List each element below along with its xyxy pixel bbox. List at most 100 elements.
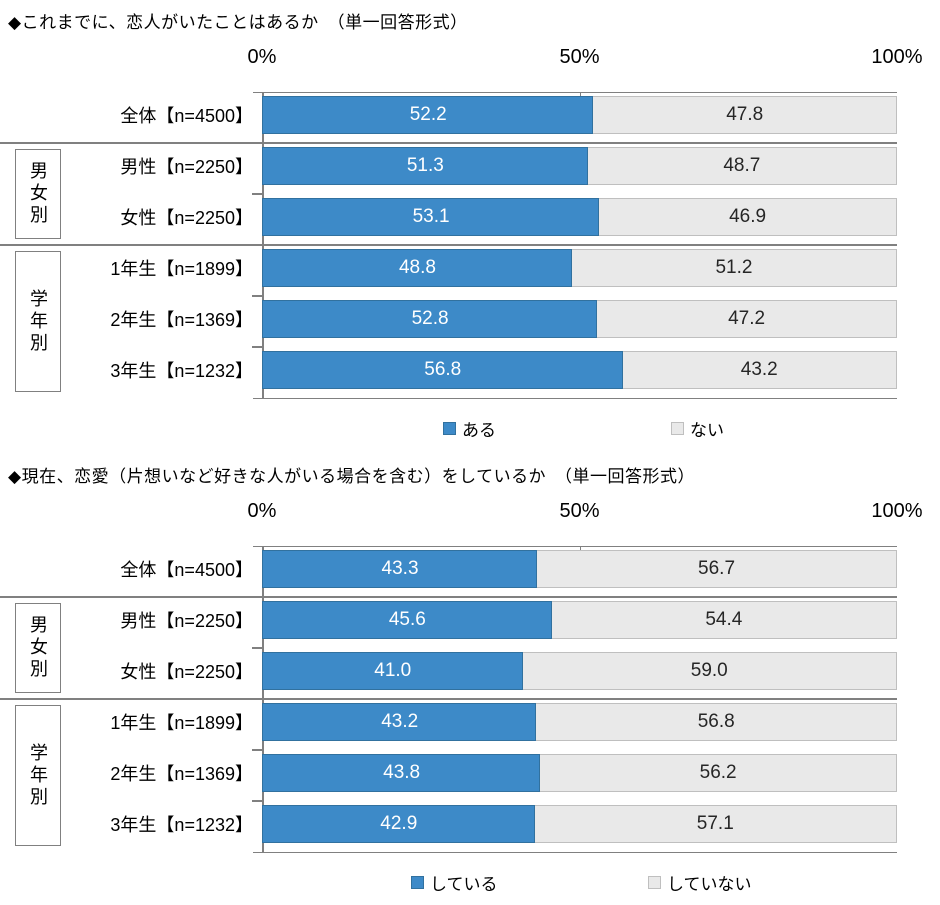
bar-segment-primary bbox=[262, 703, 537, 741]
bar-value-secondary: 56.7 bbox=[698, 558, 736, 579]
bar-value-primary: 43.2 bbox=[381, 711, 419, 732]
row-label: 男性【n=2250】 bbox=[120, 157, 253, 177]
bar-track: 43.8 56.2 bbox=[262, 754, 897, 792]
category-group-label: 男女別 bbox=[28, 615, 48, 681]
bar-segment-primary bbox=[262, 300, 598, 338]
bar-value-secondary: 56.2 bbox=[699, 762, 737, 783]
bar-track: 41.0 59.0 bbox=[262, 652, 897, 690]
bar-track: 45.6 54.4 bbox=[262, 601, 897, 639]
bar-segment-primary bbox=[262, 652, 523, 690]
category-group-box: 学年別 bbox=[15, 705, 61, 846]
x-axis-tick-label: 50% bbox=[559, 500, 600, 522]
bar-track: 42.9 57.1 bbox=[262, 805, 897, 843]
bar-value-secondary: 48.7 bbox=[723, 155, 761, 176]
row-label: 女性【n=2250】 bbox=[120, 662, 253, 682]
x-axis-tick-label: 50% bbox=[559, 46, 600, 68]
row-label: 1年生【n=1899】 bbox=[110, 259, 253, 279]
bar-track: 43.3 56.7 bbox=[262, 550, 897, 588]
bar-value-secondary: 59.0 bbox=[690, 660, 728, 681]
bar-value-primary: 43.3 bbox=[381, 558, 419, 579]
bar-segment-primary bbox=[262, 754, 541, 792]
bar-value-primary: 52.2 bbox=[409, 104, 447, 125]
category-group-box: 男女別 bbox=[15, 603, 61, 693]
category-group-label: 学年別 bbox=[28, 742, 48, 809]
plot-top-border bbox=[253, 546, 897, 547]
legend-label: ある bbox=[462, 421, 496, 440]
row-tick bbox=[252, 749, 262, 751]
row-label: 男性【n=2250】 bbox=[120, 611, 253, 631]
row-tick bbox=[252, 193, 262, 195]
chart-currently-in-love: ◆現在、恋愛（片想いなど好きな人がいる場合を含む）をしているか （単一回答形式）… bbox=[0, 454, 940, 905]
legend-item: ない bbox=[671, 416, 724, 441]
bar-track: 53.1 46.9 bbox=[262, 198, 897, 236]
category-group-box: 男女別 bbox=[15, 149, 61, 239]
legend-label: ない bbox=[690, 421, 724, 440]
row-label: 3年生【n=1232】 bbox=[110, 361, 253, 381]
category-group-label: 男女別 bbox=[28, 161, 48, 227]
x-axis-tick-label: 0% bbox=[247, 46, 277, 68]
bar-track: 52.2 47.8 bbox=[262, 96, 897, 134]
row-label: 2年生【n=1369】 bbox=[110, 764, 253, 784]
row-tick bbox=[252, 647, 262, 649]
row-label: 3年生【n=1232】 bbox=[110, 815, 253, 835]
legend-label: している bbox=[430, 875, 498, 894]
bar-value-primary: 52.8 bbox=[411, 308, 449, 329]
row-label: 2年生【n=1369】 bbox=[110, 310, 253, 330]
row-label: 全体【n=4500】 bbox=[120, 560, 253, 580]
row-label: 1年生【n=1899】 bbox=[110, 713, 253, 733]
legend-swatch bbox=[411, 876, 424, 889]
bar-value-secondary: 57.1 bbox=[696, 813, 734, 834]
legend-swatch bbox=[648, 876, 661, 889]
x-axis-tick-label: 100% bbox=[871, 46, 923, 68]
chart-title: ◆これまでに、恋人がいたことはあるか （単一回答形式） bbox=[8, 13, 468, 32]
row-tick bbox=[252, 346, 262, 348]
legend-swatch bbox=[671, 422, 684, 435]
x-axis-tick-label: 100% bbox=[871, 500, 923, 522]
bar-segment-primary bbox=[262, 96, 594, 134]
bar-value-secondary: 43.2 bbox=[740, 359, 778, 380]
bar-value-primary: 42.9 bbox=[380, 813, 418, 834]
bar-segment-primary bbox=[262, 601, 552, 639]
bar-segment-primary bbox=[262, 249, 572, 287]
bar-track: 52.8 47.2 bbox=[262, 300, 897, 338]
bar-track: 48.8 51.2 bbox=[262, 249, 897, 287]
bar-value-secondary: 51.2 bbox=[715, 257, 753, 278]
bar-value-primary: 45.6 bbox=[388, 609, 426, 630]
bar-value-secondary: 56.8 bbox=[697, 711, 735, 732]
bar-value-primary: 43.8 bbox=[383, 762, 421, 783]
legend-item: ある bbox=[443, 416, 496, 441]
group-separator-line bbox=[0, 596, 897, 598]
bar-value-primary: 48.8 bbox=[398, 257, 436, 278]
plot-bottom-border bbox=[253, 852, 897, 853]
bar-value-primary: 53.1 bbox=[412, 206, 450, 227]
bar-segment-primary bbox=[262, 198, 600, 236]
plot-top-border bbox=[253, 92, 897, 93]
group-separator-line bbox=[0, 244, 897, 246]
legend-swatch bbox=[443, 422, 456, 435]
legend-label: していない bbox=[667, 875, 752, 894]
bar-value-secondary: 47.2 bbox=[728, 308, 766, 329]
group-separator-line bbox=[0, 698, 897, 700]
legend-item: している bbox=[411, 870, 498, 895]
bar-value-primary: 41.0 bbox=[374, 660, 412, 681]
bar-track: 56.8 43.2 bbox=[262, 351, 897, 389]
bar-value-secondary: 54.4 bbox=[705, 609, 743, 630]
bar-segment-primary bbox=[262, 550, 538, 588]
x-axis-tick-label: 0% bbox=[247, 500, 277, 522]
bar-track: 51.3 48.7 bbox=[262, 147, 897, 185]
bar-track: 43.2 56.8 bbox=[262, 703, 897, 741]
chart-ever-had-partner: ◆これまでに、恋人がいたことはあるか （単一回答形式） 0% 50% 100% 男女別… bbox=[0, 13, 923, 441]
group-separator-line bbox=[0, 142, 897, 144]
row-label: 全体【n=4500】 bbox=[120, 106, 253, 126]
bar-segment-primary bbox=[262, 147, 588, 185]
fifty-percent-tick bbox=[579, 92, 581, 99]
row-label: 女性【n=2250】 bbox=[120, 208, 253, 228]
legend-item: していない bbox=[648, 870, 752, 895]
fifty-percent-tick bbox=[579, 546, 581, 553]
bar-value-secondary: 47.8 bbox=[726, 104, 764, 125]
bar-segment-primary bbox=[262, 805, 535, 843]
bar-value-primary: 56.8 bbox=[424, 359, 462, 380]
category-group-label: 学年別 bbox=[28, 288, 48, 355]
row-tick bbox=[252, 295, 262, 297]
